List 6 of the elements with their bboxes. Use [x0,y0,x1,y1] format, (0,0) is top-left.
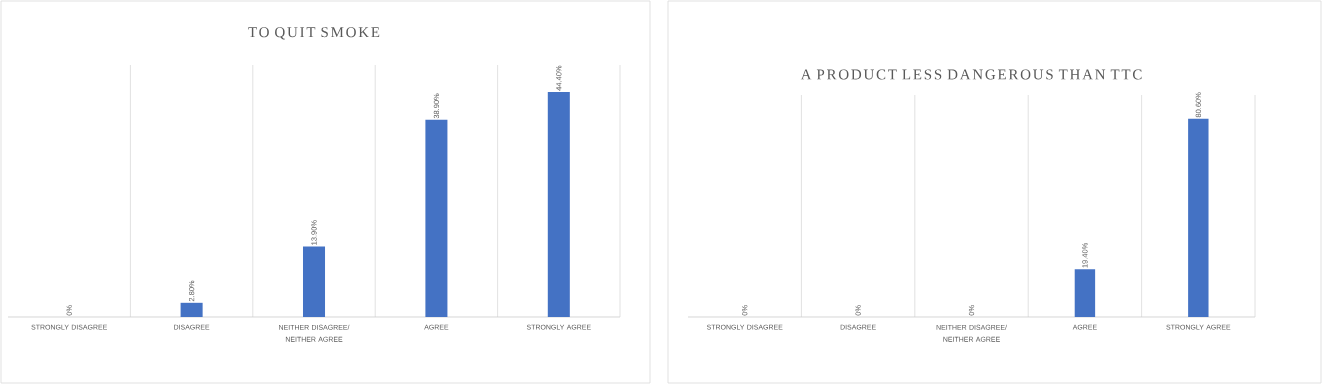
chart-title: A PRODUCT LESS DANGEROUS THAN TTC [800,69,1142,80]
chart-title: TO QUIT SMOKE [248,27,380,40]
bar [425,119,448,317]
bar [547,92,570,317]
bar [180,302,203,317]
bar [302,246,326,317]
